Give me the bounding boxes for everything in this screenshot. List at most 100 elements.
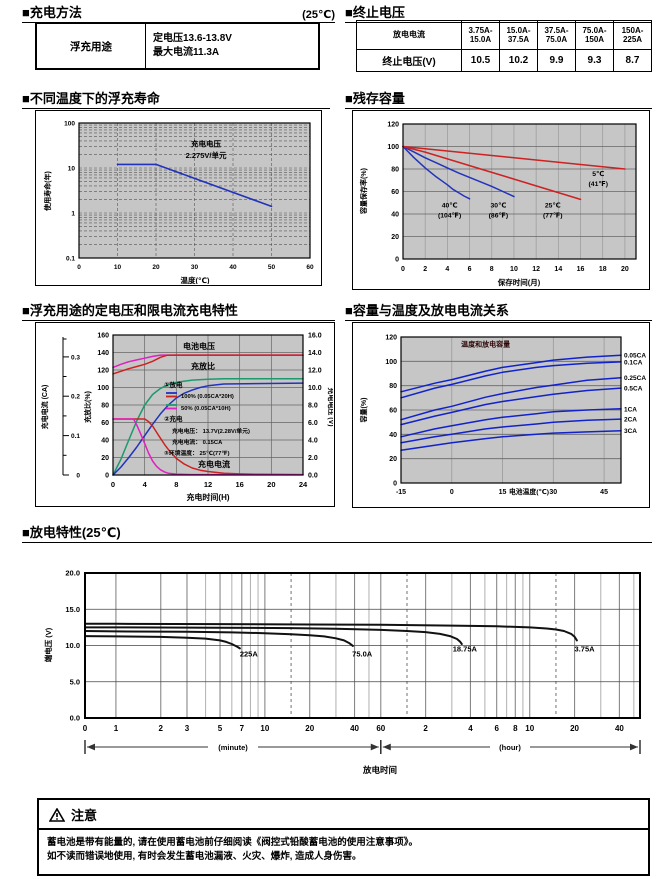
end-voltage-cell: 10.2: [499, 49, 538, 72]
svg-text:10: 10: [114, 264, 122, 271]
svg-text:160: 160: [97, 333, 109, 340]
svg-text:0: 0: [76, 473, 80, 480]
svg-text:16.0: 16.0: [308, 333, 322, 340]
svg-text:100% (0.05CA*20H): 100% (0.05CA*20H): [181, 394, 234, 400]
svg-text:5.0: 5.0: [70, 677, 80, 686]
svg-text:5: 5: [218, 724, 223, 733]
svg-text:容量保存率(%): 容量保存率(%): [359, 168, 368, 215]
svg-text:0.3: 0.3: [71, 354, 80, 361]
svg-text:4.0: 4.0: [308, 438, 318, 445]
svg-text:10: 10: [260, 724, 269, 733]
svg-text:4: 4: [445, 266, 449, 273]
table-row: 终止电压(V) 10.5 10.2 9.9 9.3 8.7: [356, 49, 652, 72]
charge-characteristics-heading: ■浮充用途的定电压和限电流充电特性: [22, 300, 335, 321]
svg-text:1: 1: [114, 724, 119, 733]
svg-text:电池温度(℃): 电池温度(℃): [509, 487, 549, 496]
svg-text:0: 0: [83, 724, 88, 733]
svg-text:0: 0: [450, 489, 454, 496]
svg-text:80: 80: [391, 167, 399, 174]
svg-text:20.0: 20.0: [65, 569, 80, 578]
svg-text:100: 100: [64, 121, 75, 128]
svg-text:24: 24: [299, 480, 308, 489]
svg-text:16: 16: [235, 480, 243, 489]
svg-text:20: 20: [389, 456, 397, 463]
svg-text:80: 80: [101, 403, 109, 410]
svg-text:电池电压: 电池电压: [183, 341, 215, 351]
float-life-chart-box: 0 10 20 30 40 50 60 100 10 1 0.1 充电电压 2.275V/单元 使用寿命(…: [35, 110, 322, 286]
svg-text:(minute): (minute): [218, 743, 248, 752]
discharge-characteristics-chart: 0 1 2 3 5 7 10 20 40 60 2 4 6 8 10 20 40 20.0 15.0 10.0 5.0 0…: [43, 569, 641, 775]
svg-text:50% (0.05CA*10H): 50% (0.05CA*10H): [181, 406, 231, 412]
svg-text:(77℉): (77℉): [543, 211, 562, 219]
current-range-cell: 3.75A- 15.0A: [461, 20, 500, 50]
svg-text:3: 3: [185, 724, 190, 733]
svg-text:0: 0: [105, 473, 109, 480]
end-voltage-table: 放电电流 3.75A- 15.0A 15.0A- 37.5A 37.5A- 75.0A…: [356, 20, 652, 72]
svg-text:充电时间(H): 充电时间(H): [186, 492, 229, 502]
svg-text:充电电流： 0.15CA: 充电电流： 0.15CA: [172, 438, 223, 446]
svg-text:120: 120: [385, 335, 397, 342]
svg-text:充电电压： 13.7V(2.28V/单元): 充电电压： 13.7V(2.28V/单元): [172, 427, 250, 435]
svg-text:30: 30: [191, 264, 199, 271]
svg-text:0: 0: [77, 264, 81, 271]
svg-text:20: 20: [621, 266, 629, 273]
float-life-heading: ■不同温度下的浮充寿命: [22, 88, 330, 109]
svg-text:充电电压 (V): 充电电压 (V): [327, 387, 333, 426]
svg-text:0.1: 0.1: [71, 433, 80, 440]
svg-text:30℃: 30℃: [491, 202, 507, 209]
svg-text:1CA: 1CA: [624, 406, 637, 413]
notice-box: 注意 蓄电池是带有能量的, 请在使用蓄电池前仔细阅读《阀控式铅酸蓄电池的使用注意…: [37, 798, 650, 876]
svg-text:3.75A: 3.75A: [575, 644, 596, 653]
svg-text:225A: 225A: [240, 649, 259, 658]
svg-text:充放比: 充放比: [191, 361, 215, 371]
svg-text:140: 140: [97, 350, 109, 357]
svg-text:60: 60: [376, 724, 385, 733]
svg-text:15: 15: [499, 489, 507, 496]
svg-text:使用寿命(年): 使用寿命(年): [43, 171, 52, 212]
svg-text:60: 60: [389, 408, 397, 415]
end-voltage-cell: 10.5: [461, 49, 500, 72]
notice-body: 蓄电池是带有能量的, 请在使用蓄电池前仔细阅读《阀控式铅酸蓄电池的使用注意事项》…: [39, 830, 648, 871]
svg-text:120: 120: [387, 122, 399, 129]
svg-text:2CA: 2CA: [624, 417, 637, 424]
svg-text:(104℉): (104℉): [438, 211, 461, 219]
svg-text:8: 8: [490, 266, 494, 273]
notice-line: 如不读而错误地使用, 有时会发生蓄电池漏液、火灾、爆炸, 造成人身伤害。: [47, 851, 362, 863]
svg-text:20: 20: [391, 234, 399, 241]
svg-text:2.0: 2.0: [308, 455, 318, 462]
svg-text:8: 8: [513, 724, 518, 733]
svg-text:50: 50: [268, 264, 276, 271]
svg-text:端电压 (V): 端电压 (V): [43, 627, 53, 662]
svg-text:15.0: 15.0: [65, 605, 80, 614]
constant-voltage-line: 定电压13.6-13.8V: [153, 32, 232, 44]
svg-text:5℃: 5℃: [592, 171, 604, 178]
svg-text:0.25CA: 0.25CA: [624, 375, 646, 382]
svg-text:20: 20: [267, 480, 275, 489]
svg-text:(86℉): (86℉): [489, 211, 508, 219]
svg-text:放电时间: 放电时间: [362, 765, 397, 775]
svg-text:100: 100: [385, 359, 397, 366]
svg-text:40: 40: [350, 724, 359, 733]
svg-text:0.5CA: 0.5CA: [624, 386, 643, 393]
svg-text:2: 2: [159, 724, 164, 733]
svg-text:2.275V/单元: 2.275V/单元: [186, 150, 227, 160]
svg-text:40: 40: [229, 264, 237, 271]
svg-text:充电电流 (CA): 充电电流 (CA): [40, 385, 49, 430]
svg-text:(hour): (hour): [499, 743, 521, 752]
svg-text:100: 100: [97, 385, 109, 392]
svg-text:45: 45: [600, 489, 608, 496]
notice-line: 蓄电池是带有能量的, 请在使用蓄电池前仔细阅读《阀控式铅酸蓄电池的使用注意事项》…: [47, 837, 419, 848]
warning-icon: [49, 807, 65, 822]
temperature-note: (25℃): [302, 9, 335, 21]
float-life-chart: 0 10 20 30 40 50 60 100 10 1 0.1 充电电压2.275V/单元使用寿命(…: [43, 121, 314, 285]
svg-text:0.0: 0.0: [70, 714, 80, 723]
svg-text:40: 40: [391, 212, 399, 219]
charge-use-label: 浮充用途: [37, 24, 146, 68]
svg-text:80: 80: [389, 383, 397, 390]
charge-characteristics-chart: 0 4 8 12 16 20 24 0 20 40 60 80 100 120 140 160 电池电压充放比充…: [40, 333, 333, 503]
svg-text:3CA: 3CA: [624, 428, 637, 435]
notice-title: 注意: [71, 808, 98, 823]
svg-text:120: 120: [97, 368, 109, 375]
svg-text:1: 1: [71, 211, 75, 218]
